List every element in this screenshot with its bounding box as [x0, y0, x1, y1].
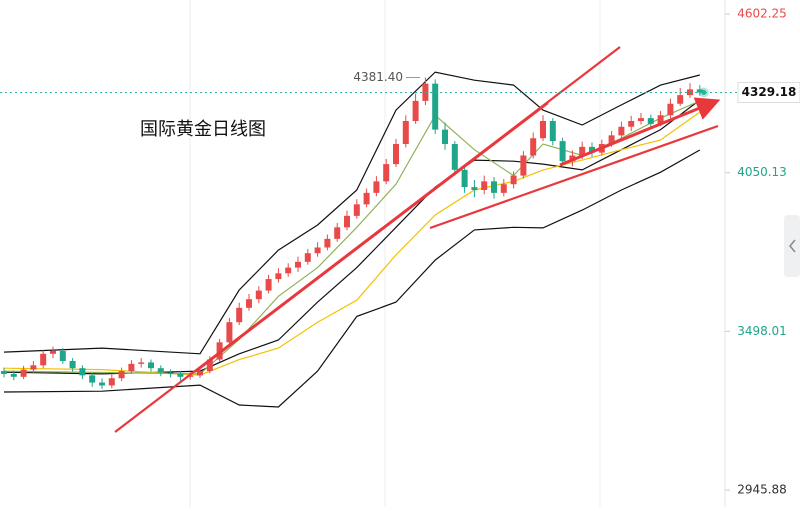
candle-body — [618, 126, 625, 136]
candle-body — [265, 279, 272, 291]
indicator-line — [3, 99, 701, 375]
candle-body — [373, 181, 380, 193]
candle-body — [559, 141, 566, 162]
candle-body — [167, 372, 174, 374]
candle-body — [638, 118, 644, 122]
candle-body — [206, 359, 213, 372]
candle-body — [500, 184, 507, 193]
candle-body — [491, 181, 497, 193]
indicator-line — [3, 71, 700, 355]
last-price-dot-core — [701, 89, 707, 95]
candle-body — [10, 373, 17, 377]
candle-body — [647, 118, 654, 124]
candle-body — [99, 382, 105, 386]
candle-body — [246, 299, 252, 308]
candle-body — [285, 267, 292, 274]
candle-body — [69, 360, 76, 369]
candle-body — [177, 373, 184, 377]
candle-body — [510, 175, 517, 185]
candle-body — [412, 100, 419, 122]
chart-title: 国际黄金日线图 — [140, 119, 266, 140]
candle-body — [59, 350, 66, 361]
candle-body — [353, 204, 360, 216]
candle-body — [108, 378, 115, 386]
candle-body — [520, 155, 527, 176]
candle-body — [657, 115, 664, 124]
candle-body — [187, 375, 194, 377]
plot-area — [1, 71, 703, 408]
last-price-label: 4329.18 — [742, 85, 797, 99]
candle-body — [344, 215, 350, 228]
trend-arrow — [559, 97, 721, 167]
candle-body — [304, 253, 311, 262]
candle-body — [451, 143, 458, 170]
candle-body — [628, 121, 635, 127]
candle-body — [481, 181, 488, 190]
candle-body — [89, 375, 96, 383]
candle-body — [393, 143, 399, 165]
candle-body — [471, 187, 478, 190]
candle-body — [148, 362, 154, 369]
candle-body — [138, 362, 145, 364]
side-panel-tab[interactable] — [784, 215, 800, 277]
candle-body — [402, 121, 409, 144]
candle-body — [50, 350, 56, 354]
y-tick-label: 4602.25 — [737, 7, 787, 21]
candle-body — [1, 371, 7, 374]
candle-body — [461, 169, 468, 188]
candle-body — [383, 164, 390, 182]
candle-body — [589, 146, 595, 153]
candle-body — [275, 273, 282, 280]
vertical-grid — [189, 0, 601, 507]
candle-body — [79, 368, 86, 376]
side-panel-arrow[interactable] — [789, 239, 796, 253]
candle-body — [549, 121, 556, 142]
trend-line — [194, 102, 549, 373]
candle-body — [314, 247, 321, 254]
y-tick-label: 4050.13 — [737, 165, 787, 179]
candle-body — [255, 290, 262, 300]
candle-body — [579, 146, 586, 156]
candle-body — [677, 95, 684, 104]
candle-body — [157, 368, 164, 373]
candle-body — [442, 129, 448, 144]
candle-body — [667, 103, 674, 116]
candle-body — [118, 371, 125, 379]
candle-body — [530, 138, 537, 156]
candle-body — [30, 365, 37, 370]
candle-body — [363, 192, 370, 205]
high-label: 4381.40 — [353, 70, 403, 84]
indicator-line — [3, 149, 701, 408]
candle-body — [128, 363, 135, 372]
trend-lines — [114, 46, 721, 433]
candle-body — [432, 83, 439, 130]
candle-body — [197, 371, 203, 376]
candle-body — [40, 353, 47, 366]
candle-body — [226, 322, 233, 343]
candle-body — [608, 135, 615, 144]
candle-body — [236, 307, 243, 323]
candle-body — [540, 121, 546, 139]
y-tick-label: 2945.88 — [737, 483, 787, 497]
indicator-line — [3, 100, 701, 375]
last-price-box — [737, 81, 800, 103]
trend-line — [429, 124, 719, 230]
candle-body — [696, 89, 703, 93]
candle-body — [295, 261, 301, 268]
y-tick-label: 3498.01 — [737, 324, 787, 338]
candle-body — [324, 238, 331, 248]
candle-body — [20, 369, 27, 377]
candle-body — [334, 227, 341, 239]
